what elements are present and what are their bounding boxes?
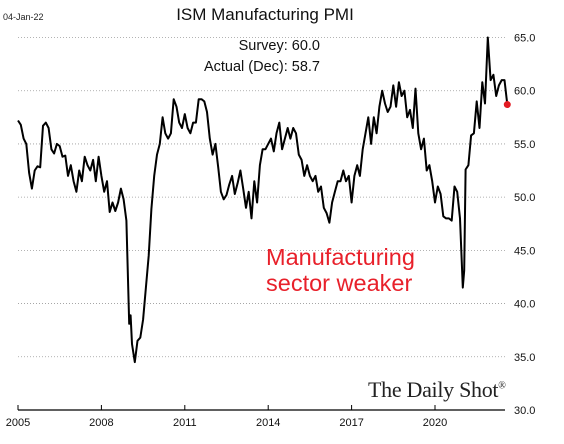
chart-title: ISM Manufacturing PMI (176, 5, 354, 24)
brand-mark: ® (498, 380, 506, 392)
x-tick-label: 2011 (173, 417, 197, 429)
date-stamp: 04-Jan-22 (3, 12, 44, 22)
y-tick-label: 40.0 (514, 299, 535, 311)
brand-name: The Daily Shot (368, 377, 499, 402)
y-tick-label: 55.0 (514, 139, 535, 151)
series-layer (17, 36, 511, 364)
brand-logo: The Daily Shot® (368, 377, 506, 403)
annotation-text: Manufacturing sector weaker (266, 244, 415, 296)
y-tick-label: 30.0 (514, 405, 535, 417)
annotation-line-2: sector weaker (266, 270, 413, 296)
y-tick-label: 65.0 (514, 33, 535, 45)
pmi-series-line (17, 36, 509, 364)
x-tick-label: 2005 (6, 417, 30, 429)
y-tick-label: 45.0 (514, 245, 535, 257)
x-tick-label: 2014 (256, 417, 280, 429)
y-tick-label: 35.0 (514, 352, 535, 364)
annotation-line-1: Manufacturing (266, 244, 415, 270)
latest-value-marker (503, 101, 511, 109)
y-tick-label: 50.0 (514, 192, 535, 204)
grid-layer (18, 37, 505, 358)
x-tick-label: 2008 (89, 417, 113, 429)
axis-layer: 30.0 35.0 40.0 45.0 50.0 55.0 60.0 65.0 2005 2008… (6, 33, 536, 430)
survey-label: Survey: 60.0 (238, 38, 320, 54)
actual-label: Actual (Dec): 58.7 (203, 59, 320, 75)
x-tick-label: 2017 (339, 417, 363, 429)
y-tick-label: 60.0 (514, 86, 535, 98)
x-tick-label: 2020 (423, 417, 447, 429)
